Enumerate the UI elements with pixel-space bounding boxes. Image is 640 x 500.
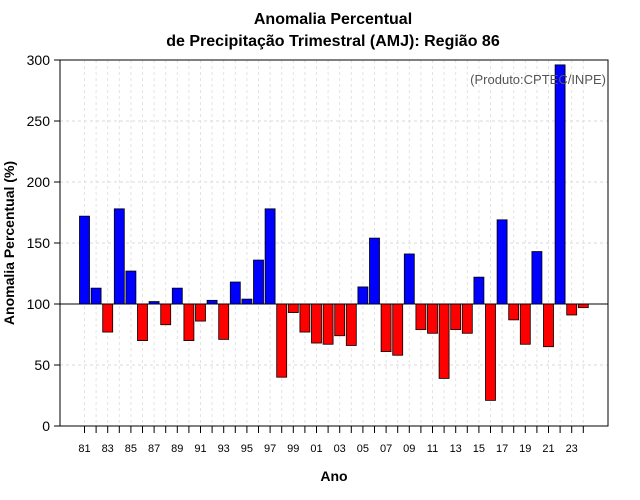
x-tick-label: 95 — [241, 443, 253, 455]
x-tick-label: 17 — [496, 443, 508, 455]
bar — [322, 303, 334, 345]
bar — [392, 303, 404, 356]
bar — [438, 303, 450, 379]
bar — [253, 259, 264, 305]
x-tick-label: 87 — [148, 443, 160, 455]
y-tick-label: 200 — [27, 174, 51, 190]
bar — [218, 303, 230, 340]
x-tick-label: 07 — [380, 443, 392, 455]
bar — [369, 237, 380, 305]
bar — [543, 303, 554, 348]
bar — [241, 298, 253, 305]
bar — [508, 303, 520, 321]
bar — [334, 303, 346, 337]
bar — [415, 303, 427, 331]
x-tick-label: 91 — [194, 443, 206, 455]
bar — [137, 303, 148, 341]
bars — [79, 64, 589, 401]
y-axis: 0 50 100 150 200 250 300 — [27, 52, 60, 434]
bar — [427, 303, 438, 334]
y-tick-label: 50 — [34, 357, 50, 373]
x-tick-label: 81 — [78, 443, 90, 455]
x-tick-label: 09 — [403, 443, 415, 455]
bar — [380, 303, 392, 352]
chart-subtitle: de Precipitação Trimestral (AMJ): Região… — [166, 33, 500, 50]
x-tick-label: 93 — [218, 443, 230, 455]
bar — [345, 303, 357, 346]
chart-title: Anomalia Percentual — [254, 11, 412, 28]
x-tick-label: 03 — [334, 443, 346, 455]
x-axis-label: Ano — [320, 468, 347, 484]
x-tick-label: 83 — [102, 443, 114, 455]
bar — [113, 208, 125, 305]
bar — [195, 303, 206, 322]
grid — [60, 60, 608, 426]
x-axis: 81 83 85 87 89 91 93 95 97 99 01 03 05 07 09 11 13 15 17 19… — [78, 426, 584, 455]
credit-label: (Produto:CPTEC/INPE) — [470, 72, 606, 87]
bar — [485, 303, 496, 401]
y-axis-label: Anomalia Percentual (%) — [1, 161, 17, 325]
bar — [403, 253, 415, 305]
x-tick-label: 99 — [287, 443, 299, 455]
x-tick-label: 21 — [542, 443, 554, 455]
bar — [102, 303, 114, 333]
bar — [461, 303, 473, 334]
bar — [276, 303, 288, 378]
bar — [171, 287, 183, 305]
bar — [577, 303, 589, 309]
x-tick-label: 97 — [264, 443, 276, 455]
bar — [554, 64, 566, 305]
bar — [125, 270, 137, 305]
x-tick-label: 19 — [519, 443, 531, 455]
bar — [229, 281, 241, 305]
bar — [357, 286, 369, 305]
bar — [311, 303, 322, 344]
x-tick-label: 23 — [566, 443, 578, 455]
x-tick-label: 01 — [310, 443, 322, 455]
bar — [206, 299, 218, 305]
x-tick-label: 13 — [450, 443, 462, 455]
bar — [183, 303, 195, 341]
bar — [496, 219, 508, 305]
bar — [299, 303, 311, 333]
x-tick-label: 15 — [473, 443, 485, 455]
y-tick-label: 100 — [27, 296, 51, 312]
bar — [264, 208, 276, 305]
x-tick-label: 05 — [357, 443, 369, 455]
bar — [531, 251, 543, 305]
y-tick-label: 300 — [27, 52, 51, 68]
bar — [160, 303, 172, 326]
bar — [473, 276, 485, 305]
bar — [519, 303, 531, 345]
x-tick-label: 11 — [427, 443, 438, 455]
x-tick-label: 85 — [125, 443, 137, 455]
y-tick-label: 150 — [27, 235, 51, 251]
x-tick-label: 89 — [171, 443, 183, 455]
y-tick-label: 250 — [27, 113, 51, 129]
bar — [566, 303, 578, 316]
bar — [90, 287, 102, 305]
bar — [79, 215, 90, 305]
bar — [450, 303, 462, 331]
bar — [287, 303, 299, 313]
y-tick-label: 0 — [42, 418, 50, 434]
